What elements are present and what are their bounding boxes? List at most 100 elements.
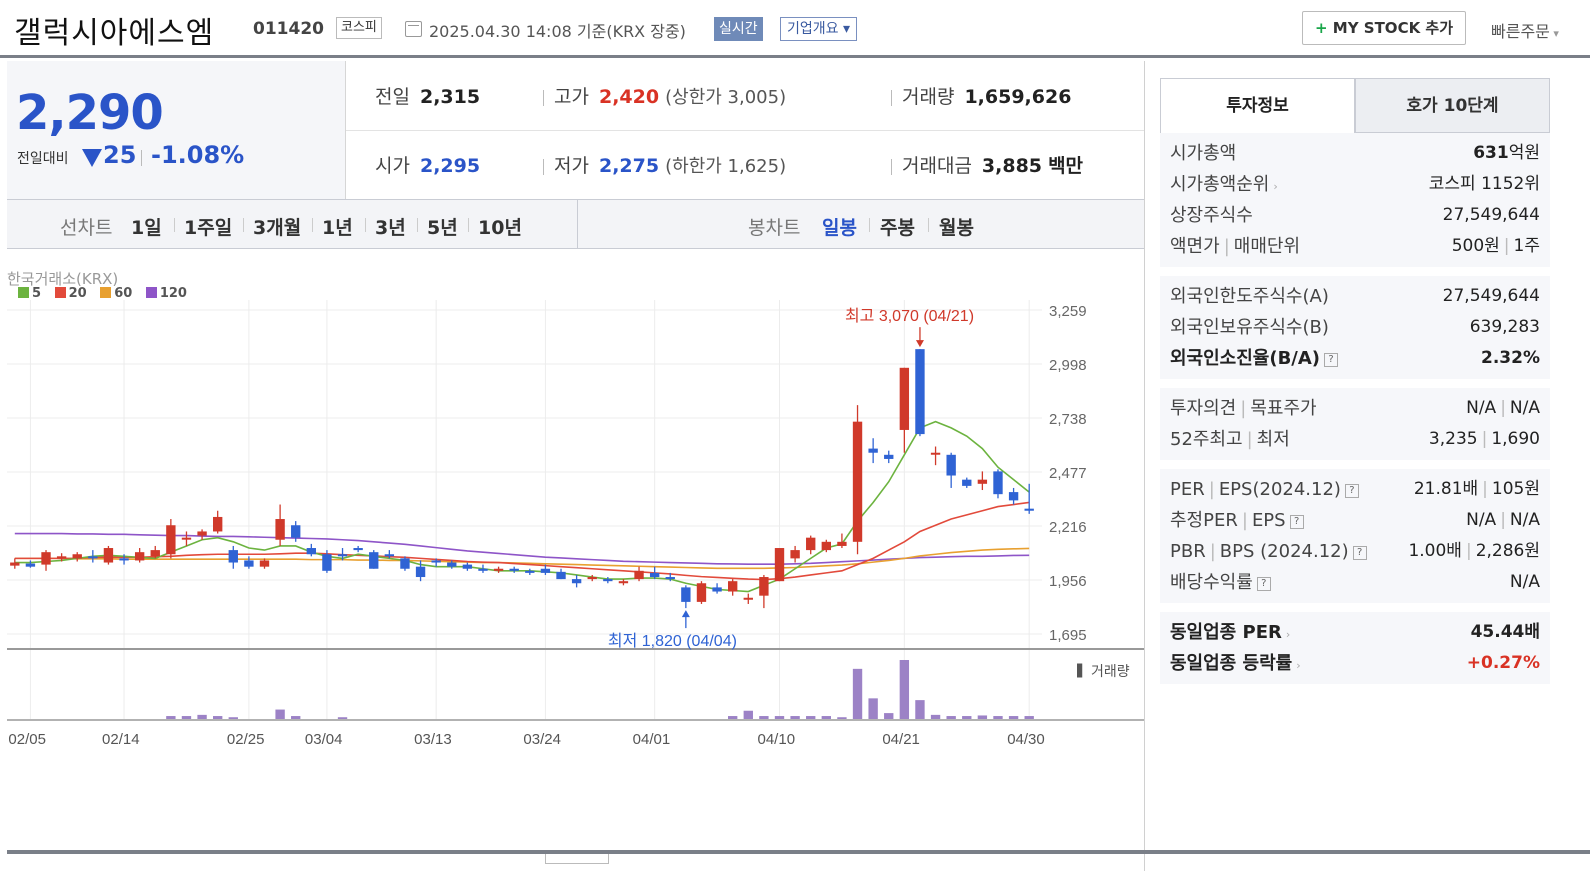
legend-ma60: 60: [100, 286, 132, 301]
stat-open: 시가 2,295: [375, 151, 480, 178]
chevron-right-icon: ›: [1296, 659, 1301, 672]
invest-row-label[interactable]: 동일업종 등락률 ›: [1170, 653, 1301, 674]
divider: [891, 158, 892, 175]
divider: [543, 89, 544, 106]
candle-body: [837, 541, 847, 546]
candle-body: [228, 550, 238, 563]
price-chart[interactable]: 3,259 2,998 2,738 2,477 2,216 1,956 1,695 02/05…: [7, 250, 1144, 750]
invest-row-label[interactable]: 동일업종 PER ›: [1170, 622, 1291, 643]
invest-row-value: 1.00배 | 2,286원: [1408, 541, 1540, 561]
invest-row-label: 외국인보유주식수(B): [1170, 317, 1329, 338]
volume-bar: [930, 714, 941, 719]
x-tick-label: 02/05: [8, 731, 46, 748]
candle-body: [821, 541, 831, 551]
help-icon[interactable]: ?: [1352, 546, 1367, 560]
candle-body: [540, 568, 551, 573]
realtime-button[interactable]: 실시간: [714, 17, 763, 41]
volume-bar: [291, 716, 301, 719]
volume-bar: [166, 716, 176, 719]
invest-row: 시가총액순위 › 코스피 1152위: [1170, 169, 1540, 200]
tab-3m[interactable]: 3개월: [253, 217, 302, 239]
stat-value: 3,885: [981, 155, 1043, 177]
tab-1y[interactable]: 1년: [322, 217, 353, 239]
candle-body: [603, 579, 613, 582]
y-tick-label: 2,998: [1049, 357, 1087, 374]
candle-body: [25, 563, 36, 567]
change-label: 전일대비: [17, 151, 69, 167]
invest-row-value: 45.44배: [1470, 622, 1540, 642]
tab-1w[interactable]: 1주일: [184, 217, 233, 239]
y-tick-label: 2,477: [1049, 465, 1087, 482]
candle-body: [712, 587, 722, 592]
help-icon[interactable]: ?: [1289, 515, 1304, 529]
invest-row-value: N/A: [1509, 572, 1540, 592]
stat-volume: 거래량 1,659,626: [891, 82, 1071, 109]
candle-body: [306, 548, 316, 555]
candle-body: [759, 577, 769, 596]
quick-order-button[interactable]: 빠른주문 ▾: [1491, 18, 1559, 42]
invest-row: PER | EPS(2024.12)? 21.81배 | 105원: [1170, 474, 1540, 505]
candle-body: [696, 583, 707, 602]
invest-row-label[interactable]: 시가총액순위 ›: [1170, 174, 1278, 195]
invest-row-label: 액면가 | 매매단위: [1170, 236, 1301, 257]
stock-header: 갤럭시아에스엠 011420 코스피 2025.04.30 14:08 기준(K…: [0, 0, 1590, 58]
tab-monthly[interactable]: 월봉: [939, 217, 974, 239]
volume-bar: [852, 668, 863, 719]
x-tick-label: 03/24: [523, 731, 561, 748]
tab-daily[interactable]: 일봉: [822, 217, 857, 239]
divider: [891, 89, 892, 106]
add-mystock-button[interactable]: + MY STOCK 추가: [1302, 11, 1466, 45]
tab-5y[interactable]: 5년: [427, 217, 458, 239]
volume-bar: [821, 716, 831, 719]
volume-bar: [946, 716, 956, 719]
low-arrow-head: [681, 610, 690, 618]
ma-line-ma120: [14, 532, 1030, 565]
price-chart-svg[interactable]: 3,259 2,998 2,738 2,477 2,216 1,956 1,695 02/05…: [7, 250, 1144, 750]
invest-tabs: 투자정보 호가 10단계: [1160, 78, 1550, 133]
help-icon[interactable]: ?: [1344, 484, 1359, 498]
candle-body: [509, 568, 519, 571]
invest-row-value: 27,549,644: [1442, 286, 1540, 306]
help-icon[interactable]: ?: [1256, 577, 1271, 591]
help-icon[interactable]: ?: [1324, 353, 1339, 367]
tab-orderbook[interactable]: 호가 10단계: [1355, 78, 1550, 133]
invest-row: 시가총액 631억원: [1170, 138, 1540, 169]
y-tick-label: 1,695: [1049, 627, 1087, 644]
invest-row-value: +0.27%: [1466, 653, 1540, 673]
company-overview-dropdown[interactable]: 기업개요 ▾: [780, 17, 858, 41]
volume-bar: [915, 700, 925, 719]
candle-body: [213, 516, 223, 532]
tab-10y[interactable]: 10년: [478, 217, 522, 239]
stat-high: 고가 2,420 (상한가 3,005): [543, 82, 786, 109]
stat-unit: 백만: [1048, 155, 1084, 177]
invest-row-label: 배당수익률?: [1170, 572, 1271, 593]
price-change: 25: [103, 141, 137, 169]
invest-row-label: 52주최고 | 최저: [1170, 429, 1290, 450]
tab-weekly[interactable]: 주봉: [880, 217, 915, 239]
candle-body: [946, 454, 956, 476]
stat-value: 1,659,626: [964, 86, 1072, 108]
invest-row: 배당수익률? N/A: [1170, 567, 1540, 598]
volume-bar: [728, 716, 738, 719]
high-arrow-head: [915, 340, 924, 348]
add-mystock-label: MY STOCK 추가: [1332, 19, 1454, 37]
candle-body: [899, 367, 910, 430]
change-rate: -1.08%: [151, 141, 245, 169]
high-annotation: 최고 3,070 (04/21): [845, 307, 974, 325]
x-tick-label: 04/30: [1007, 731, 1045, 748]
bottom-tab-handle[interactable]: [545, 854, 609, 864]
tab-invest-info[interactable]: 투자정보: [1160, 78, 1355, 133]
down-triangle-icon: [82, 149, 102, 167]
volume-bar: [837, 717, 847, 719]
volume-bar: [197, 714, 207, 719]
invest-row: 외국인한도주식수(A) 27,549,644: [1170, 281, 1540, 312]
tab-3y[interactable]: 3년: [375, 217, 406, 239]
divider: [577, 200, 578, 248]
invest-row-label: 추정PER | EPS?: [1170, 510, 1304, 531]
tab-1d[interactable]: 1일: [131, 217, 162, 239]
y-tick-label: 1,956: [1049, 573, 1087, 590]
calendar-icon: [405, 21, 422, 37]
x-tick-label: 02/25: [227, 731, 265, 748]
invest-row-value: 21.81배 | 105원: [1413, 479, 1540, 499]
